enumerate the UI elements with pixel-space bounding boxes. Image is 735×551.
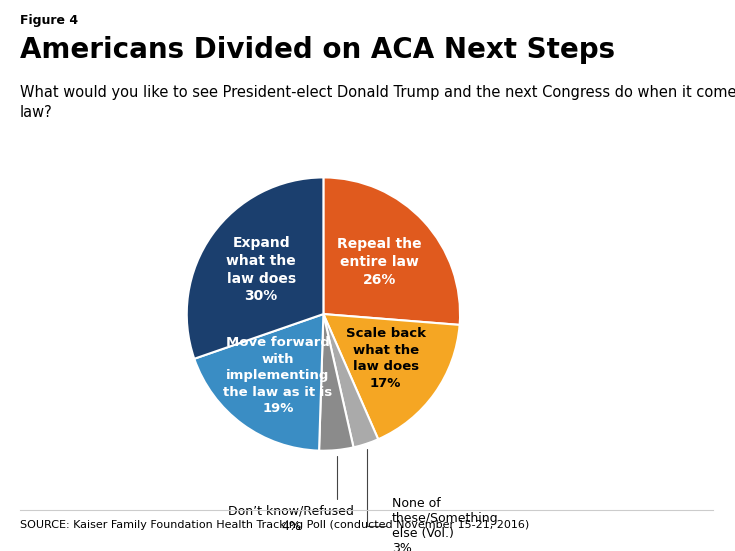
Text: Repeal the
entire law
26%: Repeal the entire law 26% (337, 237, 422, 287)
Text: FAMILY: FAMILY (620, 495, 678, 510)
Text: KAISER: KAISER (619, 482, 678, 496)
Wedge shape (319, 314, 354, 451)
Text: Americans Divided on ACA Next Steps: Americans Divided on ACA Next Steps (20, 36, 615, 64)
Text: FOUNDATION: FOUNDATION (625, 514, 672, 519)
Text: Figure 4: Figure 4 (20, 14, 78, 27)
Wedge shape (194, 314, 323, 451)
Text: Move forward
with
implementing
the law as it is
19%: Move forward with implementing the law a… (223, 336, 333, 415)
Text: Scale back
what the
law does
17%: Scale back what the law does 17% (345, 327, 426, 390)
Text: Don’t know/Refused
4%: Don’t know/Refused 4% (228, 456, 354, 533)
Text: What would you like to see President-elect Donald Trump and the next Congress do: What would you like to see President-ele… (20, 85, 735, 120)
Wedge shape (323, 314, 459, 439)
Text: Expand
what the
law does
30%: Expand what the law does 30% (226, 236, 296, 304)
Wedge shape (323, 314, 379, 447)
Wedge shape (187, 177, 323, 359)
Text: None of
these/Something
else (Vol.)
3%: None of these/Something else (Vol.) 3% (367, 449, 498, 551)
Wedge shape (323, 177, 460, 325)
Text: SOURCE: Kaiser Family Foundation Health Tracking Poll (conducted November 15-21,: SOURCE: Kaiser Family Foundation Health … (20, 520, 529, 530)
Text: THE HENRY J.: THE HENRY J. (625, 473, 672, 479)
